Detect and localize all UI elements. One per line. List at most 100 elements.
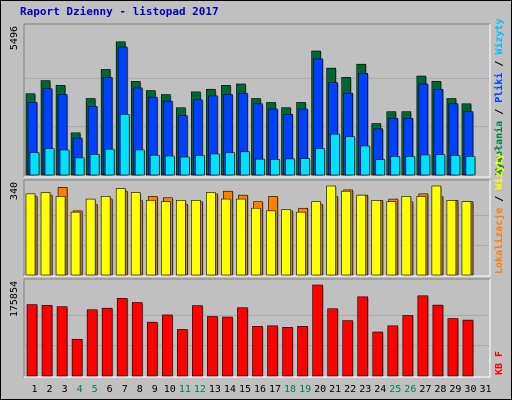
bar-top-visits-day-22 bbox=[345, 136, 355, 176]
bar-top-visits-day-16 bbox=[255, 158, 265, 176]
x-tick-label-day-14: 14 bbox=[224, 384, 236, 395]
bar-bottom-kbytes-day-8 bbox=[131, 302, 143, 377]
bar-top-visits-day-9 bbox=[149, 154, 160, 176]
bar-top-visits-day-18 bbox=[285, 158, 295, 176]
bar-middle-visits-day-21 bbox=[326, 185, 336, 276]
bar-top-visits-day-15 bbox=[240, 151, 250, 176]
x-tick-label-day-3: 3 bbox=[62, 384, 68, 395]
x-tick-label-day-27: 27 bbox=[419, 384, 431, 395]
bar-top-visits-day-19 bbox=[300, 158, 310, 176]
bar-middle-visits-day-1 bbox=[25, 193, 36, 276]
bar-bottom-kbytes-day-26 bbox=[402, 315, 414, 377]
bar-middle-visits-day-9 bbox=[145, 200, 156, 276]
bar-top-visits-day-11 bbox=[180, 156, 190, 176]
bar-bottom-kbytes-day-6 bbox=[101, 307, 113, 377]
panel-bottom-legend: KB F bbox=[494, 351, 505, 375]
bar-middle-visits-day-30 bbox=[461, 201, 472, 276]
x-tick-label-day-5: 5 bbox=[92, 384, 98, 395]
bar-top-visits-day-21 bbox=[330, 133, 340, 176]
bar-top-visits-day-4 bbox=[74, 157, 85, 176]
panel-top-legend-part-1: / bbox=[494, 103, 505, 121]
x-tick-label-day-31: 31 bbox=[479, 384, 491, 395]
bar-middle-visits-day-28 bbox=[431, 185, 442, 276]
bar-middle-visits-day-18 bbox=[281, 209, 291, 276]
bar-bottom-kbytes-day-18 bbox=[282, 327, 293, 377]
bar-bottom-kbytes-day-30 bbox=[462, 319, 474, 377]
bar-top-visits-day-27 bbox=[420, 154, 431, 176]
x-tick-label-day-19: 19 bbox=[299, 384, 311, 395]
x-tick-label-day-26: 26 bbox=[404, 384, 416, 395]
bar-top-visits-day-3 bbox=[59, 149, 70, 176]
bar-bottom-kbytes-day-22 bbox=[342, 320, 353, 377]
bar-bottom-kbytes-day-17 bbox=[267, 325, 278, 377]
bar-middle-visits-day-17 bbox=[266, 210, 276, 276]
bar-bottom-kbytes-day-10 bbox=[161, 314, 173, 377]
x-tick-label-day-15: 15 bbox=[239, 384, 251, 395]
x-tick-label-day-11: 11 bbox=[179, 384, 191, 395]
x-tick-label-day-7: 7 bbox=[122, 384, 128, 395]
bar-top-visits-day-5 bbox=[89, 154, 100, 176]
x-tick-label-day-17: 17 bbox=[269, 384, 281, 395]
x-tick-label-day-10: 10 bbox=[164, 384, 176, 395]
panel-top-legend-part-3: / bbox=[494, 55, 505, 73]
bar-middle-visits-day-12 bbox=[191, 200, 201, 276]
panel-middle-legend: Lokalizacje / Wizyty bbox=[493, 154, 505, 274]
bar-bottom-kbytes-day-29 bbox=[447, 318, 459, 377]
bar-bottom-kbytes-day-20 bbox=[312, 284, 323, 377]
bar-top-visits-day-13 bbox=[210, 153, 220, 176]
panel-middle-legend-part-0: Lokalizacje bbox=[493, 208, 505, 274]
x-tick-label-day-20: 20 bbox=[314, 384, 326, 395]
panel-bottom-legend-part-0: KB F bbox=[494, 351, 505, 375]
x-tick-label-day-2: 2 bbox=[47, 384, 53, 395]
panel-top-legend-part-4: Wizyty bbox=[493, 18, 505, 54]
x-tick-label-day-30: 30 bbox=[464, 384, 476, 395]
panel-top-legend-part-2: Pliki bbox=[493, 73, 505, 103]
bar-middle-visits-day-4 bbox=[70, 211, 81, 276]
bar-bottom-kbytes-day-27 bbox=[417, 295, 429, 377]
bar-top-visits-day-6 bbox=[104, 148, 115, 176]
x-tick-label-day-4: 4 bbox=[77, 384, 83, 395]
x-tick-label-day-29: 29 bbox=[449, 384, 461, 395]
bar-top-visits-day-24 bbox=[375, 159, 386, 176]
bar-middle-visits-day-23 bbox=[356, 194, 367, 276]
panel-middle-legend-part-2: Wizyty bbox=[493, 154, 505, 190]
panel-middle-ymax-label: 340 bbox=[9, 182, 20, 200]
x-tick-label-day-24: 24 bbox=[374, 384, 386, 395]
x-tick-label-day-6: 6 bbox=[107, 384, 113, 395]
x-tick-label-day-21: 21 bbox=[329, 384, 341, 395]
bar-middle-visits-day-19 bbox=[296, 211, 306, 276]
bar-top-visits-day-1 bbox=[29, 152, 40, 176]
x-tick-label-day-8: 8 bbox=[137, 384, 143, 395]
bar-bottom-kbytes-day-23 bbox=[357, 296, 369, 377]
bar-middle-visits-day-20 bbox=[311, 201, 321, 276]
x-tick-label-day-12: 12 bbox=[194, 384, 206, 395]
bar-top-visits-day-2 bbox=[44, 148, 55, 176]
x-tick-label-day-25: 25 bbox=[389, 384, 401, 395]
bar-middle-visits-day-2 bbox=[40, 192, 51, 276]
bar-bottom-kbytes-day-16 bbox=[252, 326, 263, 377]
x-tick-label-day-22: 22 bbox=[344, 384, 356, 395]
bar-bottom-kbytes-day-24 bbox=[372, 331, 384, 377]
bar-middle-visits-day-22 bbox=[341, 190, 351, 276]
bar-middle-visits-day-26 bbox=[401, 196, 412, 276]
bar-top-visits-day-10 bbox=[164, 155, 175, 176]
bar-bottom-kbytes-day-7 bbox=[116, 298, 128, 377]
bar-middle-visits-day-13 bbox=[206, 192, 216, 276]
x-tick-label-day-18: 18 bbox=[284, 384, 296, 395]
bar-middle-visits-day-3 bbox=[55, 196, 66, 276]
x-tick-label-day-16: 16 bbox=[254, 384, 266, 395]
bar-bottom-kbytes-day-3 bbox=[56, 306, 68, 377]
x-tick-label-day-13: 13 bbox=[209, 384, 221, 395]
bar-bottom-kbytes-day-14 bbox=[222, 316, 233, 377]
bar-bottom-kbytes-day-25 bbox=[387, 325, 399, 377]
bar-top-visits-day-28 bbox=[435, 154, 446, 176]
chart-title: Raport Dzienny - listopad 2017 bbox=[20, 5, 219, 18]
bar-top-visits-day-17 bbox=[270, 159, 280, 176]
bar-top-visits-day-26 bbox=[405, 156, 416, 176]
bar-middle-visits-day-6 bbox=[100, 196, 111, 276]
bar-middle-visits-day-16 bbox=[251, 207, 261, 276]
bar-bottom-kbytes-day-13 bbox=[207, 316, 218, 377]
bar-middle-visits-day-25 bbox=[386, 201, 397, 276]
bar-top-visits-day-25 bbox=[390, 156, 401, 176]
